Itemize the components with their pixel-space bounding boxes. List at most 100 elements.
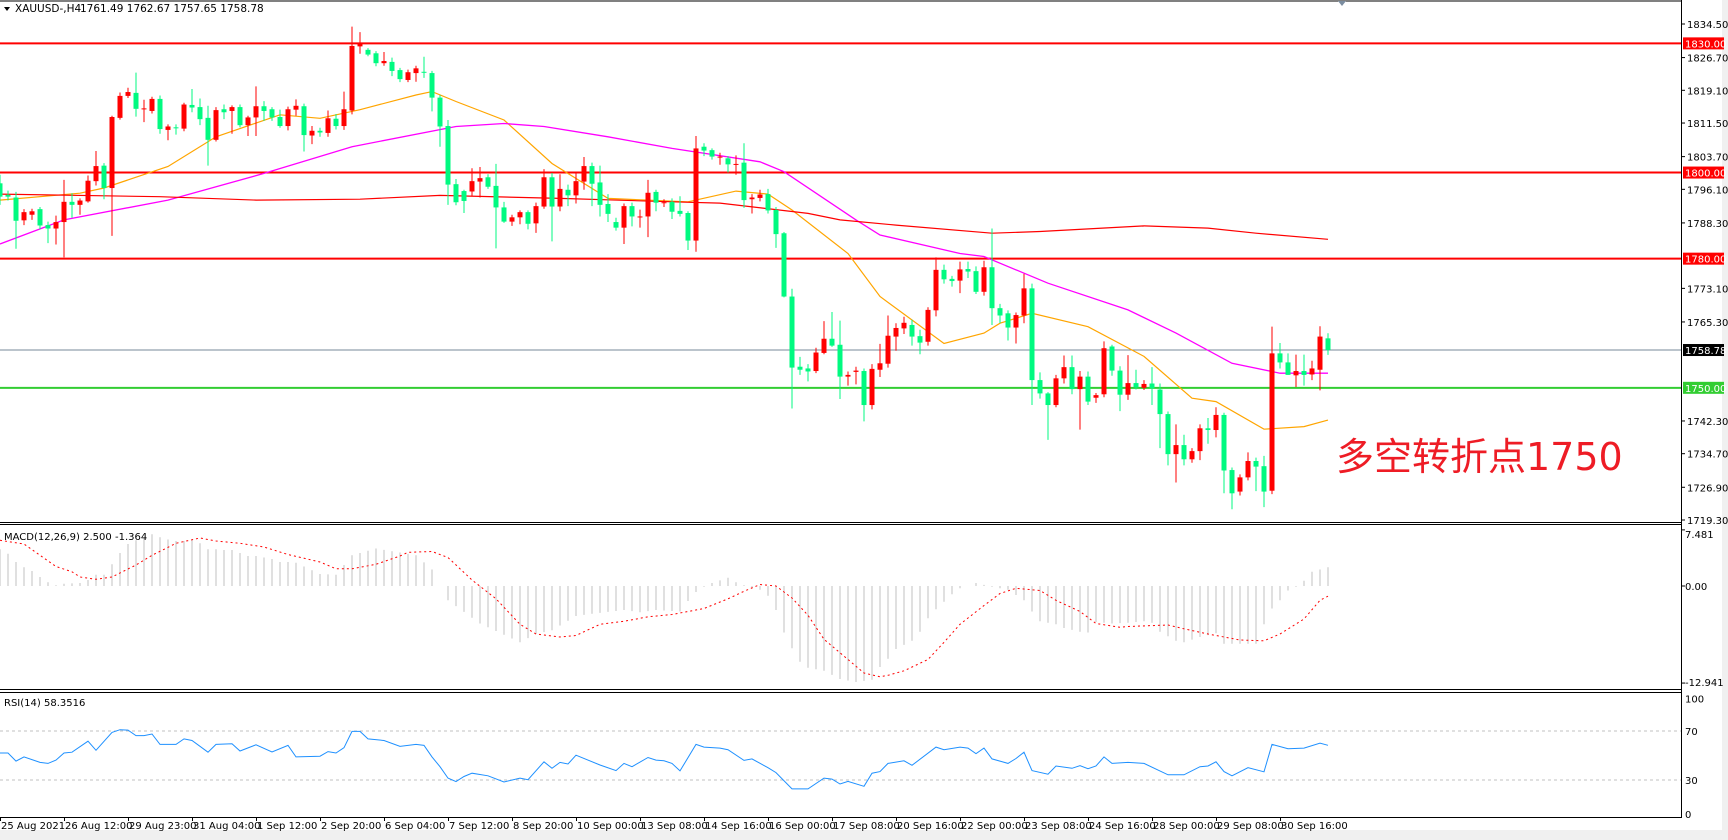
rsi-tick-label: 0 — [1685, 810, 1691, 821]
rsi-tick-label: 70 — [1685, 727, 1698, 738]
candle — [733, 155, 739, 175]
candle — [949, 275, 955, 287]
candle-body — [1325, 338, 1331, 351]
macd-pane[interactable] — [0, 534, 1329, 682]
candle — [725, 156, 731, 173]
candle-body — [1069, 367, 1075, 390]
candle-body — [1093, 395, 1099, 398]
candle — [245, 115, 251, 136]
candle-body — [573, 181, 579, 196]
candle — [757, 189, 763, 202]
candle-body — [29, 211, 35, 215]
candle — [1301, 354, 1307, 386]
candle — [1269, 326, 1275, 495]
candle — [549, 172, 555, 242]
candle-body — [37, 209, 43, 226]
candle — [829, 312, 835, 347]
rsi-tick-label: 30 — [1685, 776, 1698, 787]
candle — [1293, 354, 1299, 387]
annotation-text: 多空转折点1750 — [1336, 435, 1623, 479]
macd-label: MACD(12,26,9) 2.500 -1.364 — [4, 532, 147, 543]
candle — [317, 127, 323, 137]
candle — [173, 124, 179, 135]
candle — [1085, 371, 1091, 406]
candle-body — [461, 191, 467, 201]
candle-body — [1053, 378, 1059, 406]
candle — [653, 189, 659, 212]
candle — [1253, 457, 1259, 492]
candle — [1325, 333, 1331, 355]
candle — [405, 69, 411, 83]
candle-body — [1173, 445, 1179, 455]
candle — [349, 26, 355, 115]
candle-body — [773, 210, 779, 235]
dropdown-triangle-icon[interactable] — [4, 7, 10, 11]
time-tick-label: 24 Sep 16:00 — [1089, 821, 1156, 832]
time-tick-label: 26 Aug 12:00 — [65, 821, 132, 832]
candle-body — [1101, 348, 1107, 395]
candle — [93, 151, 99, 186]
candle — [53, 215, 59, 245]
level-price-label: 1750.00 — [1685, 384, 1726, 395]
price-tick-label: 1819.10 — [1687, 86, 1728, 97]
candle-body — [1133, 383, 1139, 388]
candle-body — [309, 130, 315, 136]
candle — [885, 315, 891, 368]
candle-body — [253, 106, 259, 118]
candle — [309, 126, 315, 145]
candle-body — [1077, 376, 1083, 390]
candle-body — [141, 108, 147, 110]
candle — [821, 321, 827, 355]
candle-body — [533, 206, 539, 224]
candle-body — [109, 117, 115, 189]
candle — [13, 191, 19, 249]
price-tick-label: 1726.90 — [1687, 483, 1728, 494]
candle — [413, 65, 419, 82]
candle-body — [5, 194, 11, 197]
candle-body — [77, 200, 83, 205]
candle-body — [69, 201, 75, 205]
candle — [237, 104, 243, 128]
candle — [45, 221, 51, 244]
candle — [1029, 283, 1035, 406]
rsi-tick-label: 100 — [1685, 694, 1704, 705]
candle-body — [605, 203, 611, 214]
candle-body — [829, 338, 835, 346]
level-price-tag — [1683, 252, 1724, 265]
candle — [1221, 412, 1227, 494]
candle — [717, 152, 723, 165]
rsi-pane[interactable] — [0, 729, 1681, 790]
candle-body — [589, 166, 595, 184]
candle — [109, 115, 115, 236]
candle — [1069, 355, 1075, 395]
candle-body — [325, 118, 331, 133]
candle-body — [421, 71, 427, 73]
candle — [1133, 369, 1139, 390]
candle — [781, 231, 787, 298]
candle — [301, 103, 307, 152]
price-pane[interactable] — [0, 26, 1681, 510]
candle-body — [301, 106, 307, 136]
candle — [925, 307, 931, 346]
candle — [869, 364, 875, 410]
candle-body — [1085, 376, 1091, 402]
time-tick-label: 30 Sep 16:00 — [1281, 821, 1348, 832]
chart-shift-marker-icon[interactable] — [1338, 1, 1346, 6]
candle — [1245, 452, 1251, 481]
candle — [813, 347, 819, 374]
candle — [1173, 424, 1179, 483]
candle — [581, 157, 587, 190]
ma-fast-line — [0, 90, 1329, 430]
candle — [1181, 434, 1187, 466]
price-tick-label: 1796.10 — [1687, 185, 1728, 196]
time-tick-label: 16 Sep 00:00 — [769, 821, 836, 832]
candle — [909, 319, 915, 346]
price-tick-label: 1803.70 — [1687, 153, 1728, 164]
candle-body — [853, 370, 859, 372]
candle-body — [157, 98, 163, 130]
candle — [445, 120, 451, 205]
candle — [901, 316, 907, 334]
candle-body — [85, 180, 91, 202]
